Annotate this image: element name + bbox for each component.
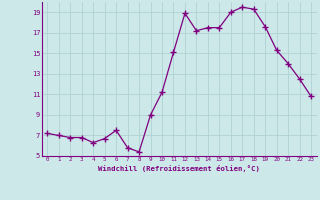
X-axis label: Windchill (Refroidissement éolien,°C): Windchill (Refroidissement éolien,°C) [98,165,260,172]
